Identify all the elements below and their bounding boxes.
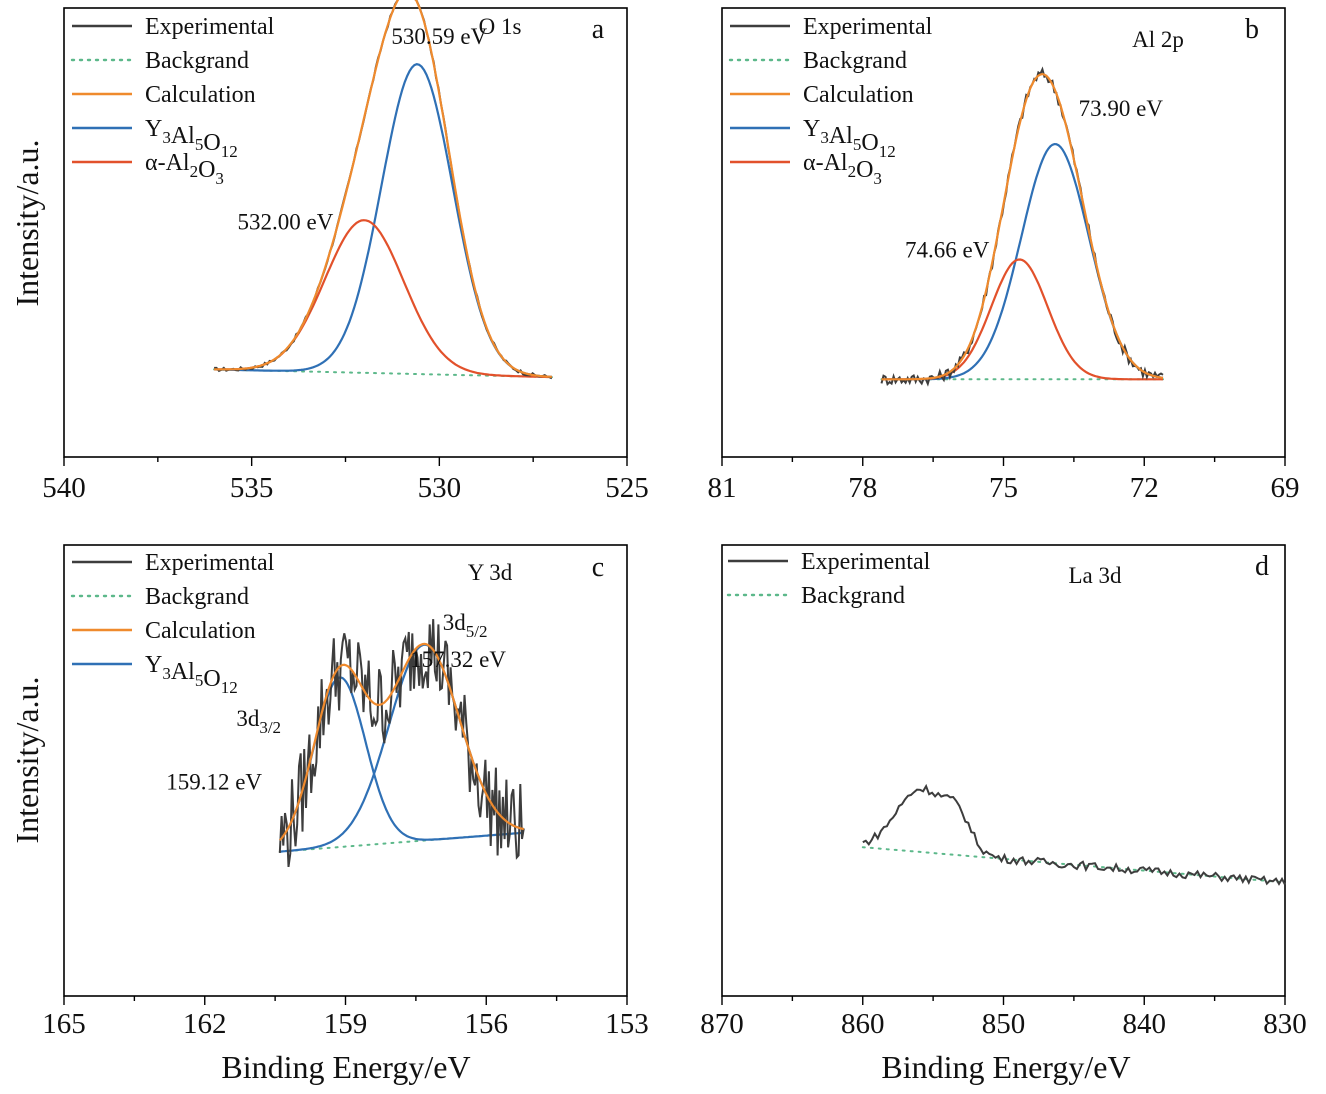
legend-label-background: Backgrand: [801, 583, 905, 609]
x-tick-label: 540: [42, 472, 86, 504]
legend-label-yag: Y3Al5O12: [803, 116, 896, 161]
y-axis-label-bottom: Intensity/a.u.: [9, 676, 45, 843]
x-tick-label: 153: [605, 1008, 649, 1040]
legend-label-background: Backgrand: [145, 48, 249, 74]
x-tick-label: 72: [1130, 472, 1159, 504]
x-tick-label: 530: [418, 472, 462, 504]
legend-label-alumina: α-Al2O3: [145, 150, 224, 188]
legend-label-yag: Y3Al5O12: [145, 116, 238, 161]
x-tick-label: 870: [700, 1008, 744, 1040]
x-tick-label: 159: [324, 1008, 368, 1040]
x-tick-label: 850: [982, 1008, 1026, 1040]
panel-title: Y 3d: [468, 560, 513, 585]
peak-annotation: 73.90 eV: [1079, 96, 1164, 121]
x-axis-label-left: Binding Energy/eV: [221, 1049, 470, 1085]
panel-title: O 1s: [479, 14, 522, 39]
calculation-line: [214, 0, 552, 378]
x-tick-label: 162: [183, 1008, 227, 1040]
background-line: [278, 831, 525, 853]
peak-annotation: 74.66 eV: [905, 238, 990, 263]
panel-c: 165 162 159 156 153 Experimental Backgrand Calc…: [42, 544, 649, 1040]
legend-label-yag: Y3Al5O12: [145, 652, 238, 697]
legend-label-calculation: Calculation: [145, 82, 256, 108]
panel-title: La 3d: [1068, 563, 1122, 588]
legend-label-background: Backgrand: [803, 48, 907, 74]
legend-label-calculation: Calculation: [145, 618, 256, 644]
panel-d: 870 860 850 840 830 Experimental Backgrand La 3…: [700, 544, 1307, 1040]
experimental-line: [862, 783, 1286, 886]
panel-title: Al 2p: [1132, 27, 1184, 52]
peak-annotation: 3d5/2: [443, 610, 488, 641]
x-tick-label: 81: [708, 472, 737, 504]
alumina-component-line: [881, 258, 1163, 381]
legend-label-experimental: Experimental: [145, 14, 275, 40]
legend-label-experimental: Experimental: [145, 550, 275, 576]
panel-letter: a: [592, 14, 605, 45]
legend-label-experimental: Experimental: [801, 549, 931, 575]
x-tick-label: 165: [42, 1008, 86, 1040]
plot-frame: [721, 7, 1286, 458]
alumina-component-line: [214, 219, 552, 379]
y-axis-label-top: Intensity/a.u.: [9, 139, 45, 306]
legend-label-calculation: Calculation: [803, 82, 914, 108]
panel-a: 540 535 530 525 Experimental Backgrand Calcula…: [42, 0, 649, 504]
plot-frame: [721, 544, 1286, 997]
plot-frame: [63, 544, 628, 997]
calculation-line: [881, 72, 1164, 381]
legend-label-experimental: Experimental: [803, 14, 933, 40]
x-tick-label: 525: [605, 472, 649, 504]
panel-letter: d: [1255, 551, 1269, 582]
x-axis-label-right: Binding Energy/eV: [881, 1049, 1130, 1085]
panel-letter: b: [1245, 14, 1259, 45]
legend-label-background: Backgrand: [145, 584, 249, 610]
x-tick-label: 535: [230, 472, 274, 504]
panel-b: 81 78 75 72 69 Experimental Backgrand Calculati…: [708, 7, 1300, 504]
x-tick-label: 840: [1123, 1008, 1167, 1040]
x-tick-label: 860: [841, 1008, 885, 1040]
x-tick-label: 78: [848, 472, 877, 504]
background-line: [861, 846, 1286, 884]
calculation-line: [278, 642, 525, 842]
legend-label-alumina: α-Al2O3: [803, 150, 882, 188]
peak-annotation: 159.12 eV: [166, 769, 262, 794]
plot-frame: [63, 7, 628, 458]
panel-letter: c: [592, 552, 604, 583]
x-tick-label: 830: [1263, 1008, 1307, 1040]
experimental-line: [214, 0, 553, 380]
peak-annotation: 530.59 eV: [391, 24, 487, 49]
peak-annotation: 532.00 eV: [238, 209, 334, 234]
peak-annotation: 3d3/2: [236, 706, 281, 737]
x-tick-label: 75: [989, 472, 1018, 504]
x-tick-label: 156: [465, 1008, 509, 1040]
x-tick-label: 69: [1271, 472, 1300, 504]
peak-annotation: 157.32 eV: [410, 647, 506, 672]
